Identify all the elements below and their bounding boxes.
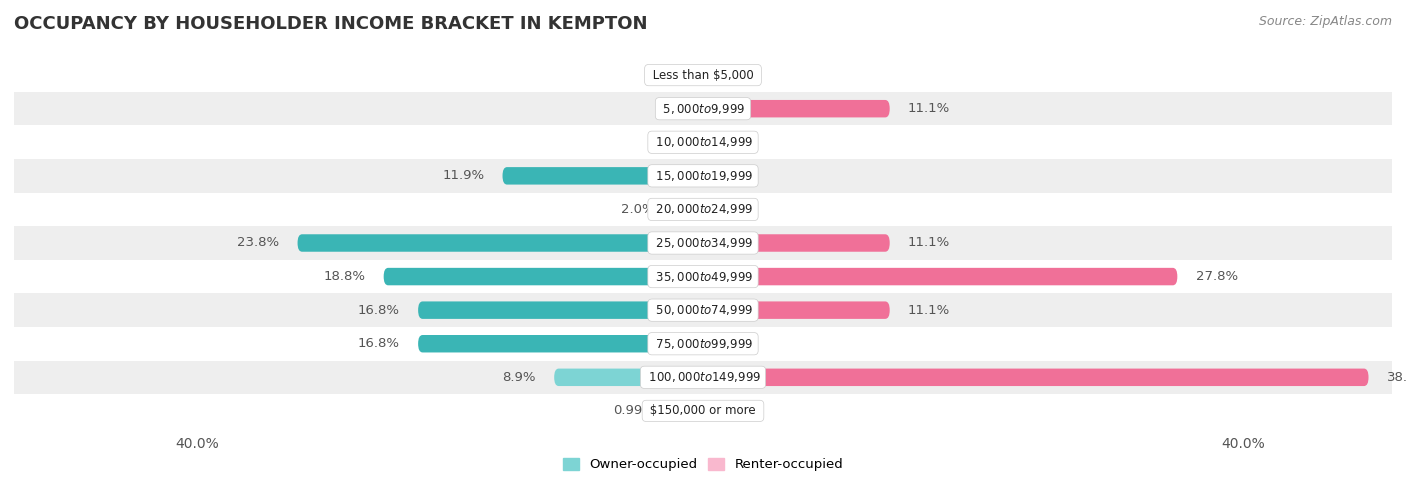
Bar — [14, 361, 1392, 394]
Bar — [14, 192, 1392, 226]
Text: 0.0%: 0.0% — [717, 404, 751, 417]
Bar — [14, 260, 1392, 294]
Bar — [14, 394, 1392, 428]
Text: 27.8%: 27.8% — [1195, 270, 1237, 283]
Text: 0.0%: 0.0% — [655, 102, 689, 115]
FancyBboxPatch shape — [502, 167, 699, 185]
FancyBboxPatch shape — [384, 268, 699, 285]
Text: Source: ZipAtlas.com: Source: ZipAtlas.com — [1258, 15, 1392, 28]
Text: 16.8%: 16.8% — [359, 304, 399, 317]
Text: 0.0%: 0.0% — [717, 69, 751, 82]
Bar — [14, 294, 1392, 327]
Text: $35,000 to $49,999: $35,000 to $49,999 — [652, 270, 754, 283]
Text: 0.0%: 0.0% — [717, 337, 751, 350]
Text: Less than $5,000: Less than $5,000 — [648, 69, 758, 82]
Bar — [14, 125, 1392, 159]
Text: 2.0%: 2.0% — [621, 203, 655, 216]
Text: 8.9%: 8.9% — [502, 371, 536, 384]
FancyBboxPatch shape — [418, 301, 699, 319]
FancyBboxPatch shape — [707, 301, 890, 319]
FancyBboxPatch shape — [418, 335, 699, 352]
FancyBboxPatch shape — [554, 368, 699, 386]
FancyBboxPatch shape — [673, 201, 699, 218]
Text: $50,000 to $74,999: $50,000 to $74,999 — [652, 303, 754, 317]
Text: 40.0%: 40.0% — [176, 437, 219, 451]
FancyBboxPatch shape — [707, 234, 890, 252]
Text: $25,000 to $34,999: $25,000 to $34,999 — [652, 236, 754, 250]
FancyBboxPatch shape — [298, 234, 699, 252]
Text: 16.8%: 16.8% — [359, 337, 399, 350]
Text: $20,000 to $24,999: $20,000 to $24,999 — [652, 203, 754, 216]
Text: 40.0%: 40.0% — [1222, 437, 1265, 451]
Text: 0.0%: 0.0% — [717, 136, 751, 149]
Text: 38.9%: 38.9% — [1386, 371, 1406, 384]
Text: 0.0%: 0.0% — [655, 69, 689, 82]
FancyBboxPatch shape — [673, 402, 699, 419]
Legend: Owner-occupied, Renter-occupied: Owner-occupied, Renter-occupied — [558, 452, 848, 476]
Text: $5,000 to $9,999: $5,000 to $9,999 — [659, 102, 747, 116]
Text: $75,000 to $99,999: $75,000 to $99,999 — [652, 337, 754, 351]
Text: 11.1%: 11.1% — [908, 304, 950, 317]
Text: $100,000 to $149,999: $100,000 to $149,999 — [644, 370, 762, 384]
Text: 18.8%: 18.8% — [323, 270, 366, 283]
Text: $15,000 to $19,999: $15,000 to $19,999 — [652, 169, 754, 183]
Text: 0.0%: 0.0% — [717, 203, 751, 216]
FancyBboxPatch shape — [707, 100, 890, 118]
Text: 0.0%: 0.0% — [717, 169, 751, 182]
Text: $10,000 to $14,999: $10,000 to $14,999 — [652, 135, 754, 149]
Bar — [14, 159, 1392, 192]
FancyBboxPatch shape — [707, 268, 1177, 285]
FancyBboxPatch shape — [707, 368, 1368, 386]
Bar — [14, 58, 1392, 92]
Bar — [14, 327, 1392, 361]
Text: 11.1%: 11.1% — [908, 237, 950, 249]
Text: 0.99%: 0.99% — [613, 404, 655, 417]
Text: OCCUPANCY BY HOUSEHOLDER INCOME BRACKET IN KEMPTON: OCCUPANCY BY HOUSEHOLDER INCOME BRACKET … — [14, 15, 648, 33]
Bar — [14, 92, 1392, 125]
Text: 0.0%: 0.0% — [655, 136, 689, 149]
Text: $150,000 or more: $150,000 or more — [647, 404, 759, 417]
Text: 11.9%: 11.9% — [441, 169, 484, 182]
Text: 23.8%: 23.8% — [238, 237, 280, 249]
Text: 11.1%: 11.1% — [908, 102, 950, 115]
Bar — [14, 226, 1392, 260]
